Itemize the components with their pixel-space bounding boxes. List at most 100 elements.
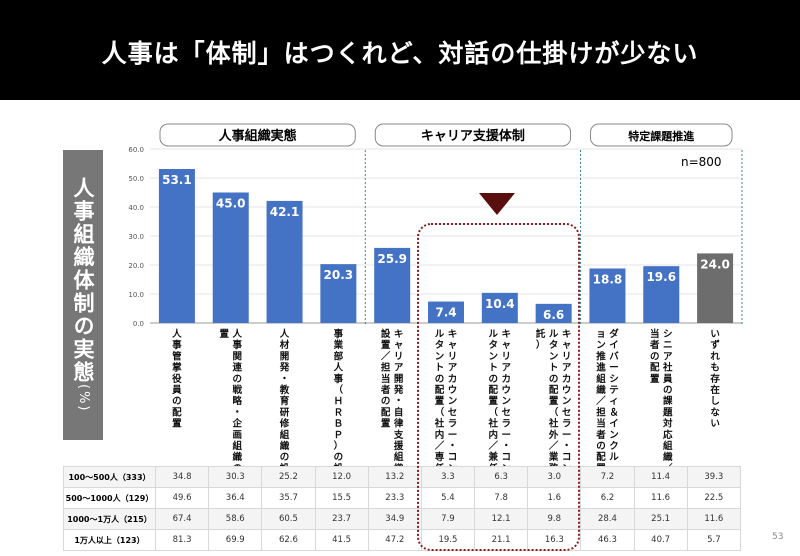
table-row: 100～500人（333） 34.8 30.3 25.2 12.0 13.2 3.3 6.3 3…	[63, 466, 742, 488]
table-cell: 67.4	[154, 508, 210, 530]
bar-chart: 0.0 10.0 20.0 30.0 40.0 50.0 60.0 人事組織実態 キャリア支援体…	[128, 123, 743, 466]
table-cell: 7.8	[474, 487, 529, 509]
bar	[481, 292, 518, 323]
bar	[320, 264, 357, 323]
category-label: ダイバーシティ＆インクルージョン推進組織／担当者の配置	[595, 328, 619, 466]
table-cell: 15.5	[314, 487, 369, 509]
table-cell: 41.5	[314, 529, 369, 551]
group-header-label: 人事組織実態	[219, 128, 297, 144]
table-row-label: 100～500人（333）	[63, 466, 156, 488]
bar-value-label: 24.0	[700, 257, 730, 271]
title-bar: 人事は「体制」はつくれど、対話の仕掛けが少ない	[0, 0, 800, 100]
table-cell: 28.4	[580, 508, 635, 530]
bar-value-label: 19.6	[646, 270, 676, 284]
bar-value-label: 18.8	[593, 272, 623, 286]
table-row-label: 1000～1万人（215）	[63, 508, 156, 530]
table-cell: 5.4	[420, 487, 476, 509]
sample-size-label: n=800	[681, 155, 722, 169]
bar-value-label: 6.6	[543, 308, 564, 322]
group-header-box	[159, 123, 356, 147]
table-cell: 47.2	[367, 529, 422, 551]
table-cell: 58.6	[208, 508, 263, 530]
category-label: キャリア開発・自律支援組織の設置／担当者の配置	[380, 328, 404, 466]
table-cell: 60.5	[261, 508, 316, 530]
table-cell: 3.3	[420, 466, 476, 488]
bar-value-label: 45.0	[216, 197, 246, 211]
table-cell: 12.1	[474, 508, 529, 530]
page-number: 53	[772, 532, 784, 542]
table-cell: 19.5	[420, 529, 476, 551]
category-label: シニア社員の課題対応組織／担当者の配置	[649, 328, 673, 466]
y-tick-label: 60.0	[128, 146, 144, 154]
group-header-label: 特定課題推進	[628, 129, 695, 143]
table-row-label: 1万人以上（123）	[63, 529, 156, 551]
side-label: 人事組織体制の実態(%)	[63, 150, 103, 440]
bar	[158, 169, 195, 323]
category-label: キャリアカウンセラー・コンサルタントの配置（社内／専任）	[434, 329, 458, 466]
y-tick-label: 30.0	[128, 233, 144, 241]
y-tick-label: 50.0	[128, 175, 144, 183]
table-cell: 1.6	[527, 487, 582, 509]
table-cell: 23.3	[367, 487, 422, 509]
table-cell: 6.2	[580, 487, 635, 509]
category-label: 人材開発・教育研修組織の設置	[279, 328, 290, 466]
bar	[643, 266, 680, 323]
table-cell: 39.3	[686, 466, 742, 488]
table-cell: 81.3	[154, 529, 210, 551]
bar	[374, 247, 411, 323]
table-cell: 16.3	[527, 529, 582, 551]
table-cell: 69.9	[208, 529, 263, 551]
bar-value-label: 25.9	[377, 252, 407, 266]
page-title: 人事は「体制」はつくれど、対話の仕掛けが少ない	[101, 39, 699, 68]
table-cell: 7.9	[420, 508, 476, 530]
bar-value-label: 10.4	[485, 297, 515, 311]
table-cell: 62.6	[261, 529, 316, 551]
table-cell: 12.0	[314, 466, 369, 488]
table-cell: 13.2	[367, 466, 422, 488]
category-label: 事業部人事（ＨＲＢＰ）の設置	[333, 328, 344, 466]
table-cell: 25.1	[633, 508, 688, 530]
bar	[266, 200, 303, 323]
table-row: 500～1000人（129） 49.6 36.4 35.7 15.5 23.3 5.4 7.8…	[63, 487, 742, 509]
table-cell: 6.3	[474, 466, 529, 488]
category-label: 人事管掌役員の配置	[171, 328, 182, 430]
y-tick-label: 0.0	[133, 320, 144, 328]
bar	[697, 253, 734, 323]
table-cell: 36.4	[208, 487, 263, 509]
group-header-label: キャリア支援体制	[421, 128, 525, 144]
table-cell: 21.1	[474, 529, 529, 551]
category-label: 人事関連の戦略・企画組織の設置	[219, 328, 242, 466]
table-cell: 22.5	[686, 487, 742, 509]
bar-value-label: 20.3	[324, 268, 354, 282]
table-cell: 9.8	[527, 508, 582, 530]
table-cell: 49.6	[154, 487, 210, 509]
table-cell: 30.3	[208, 466, 263, 488]
table-row-label: 500～1000人（129）	[63, 487, 156, 509]
highlight-arrow-icon	[479, 193, 515, 215]
table-row: 1000～1万人（215） 67.4 58.6 60.5 23.7 34.9 7.9 12.1…	[63, 508, 742, 530]
bar	[428, 301, 464, 323]
side-label-unit: (%)	[76, 384, 91, 413]
table-row: 1万人以上（123） 81.3 69.9 62.6 41.5 47.2 19.5 21.1 16…	[63, 529, 742, 551]
table-cell: 11.6	[633, 487, 688, 509]
category-label: キャリアカウンセラー・コンサルタントの配置（社外／業務委託）	[536, 328, 572, 466]
group-header-box	[590, 123, 733, 147]
table-cell: 23.7	[314, 508, 369, 530]
table-cell: 40.7	[633, 529, 688, 551]
table-cell: 7.2	[580, 466, 635, 488]
table-cell: 34.9	[367, 508, 422, 530]
bar-value-label: 42.1	[270, 205, 300, 219]
breakdown-table: 100～500人（333） 34.8 30.3 25.2 12.0 13.2 3.3 6.3 3…	[63, 466, 742, 551]
bar	[535, 303, 572, 323]
bar-value-label: 53.1	[162, 173, 192, 187]
table-cell: 5.7	[686, 529, 742, 551]
table-cell: 11.4	[633, 466, 688, 488]
bar	[589, 268, 626, 323]
y-tick-label: 40.0	[128, 204, 144, 212]
side-label-text: 人事組織体制の実態	[71, 177, 95, 385]
bar-value-label: 7.4	[435, 306, 456, 320]
y-tick-label: 10.0	[128, 291, 144, 299]
table-cell: 3.0	[527, 466, 582, 488]
category-label: キャリアカウンセラー・コンサルタントの配置（社内／兼任）	[488, 329, 512, 466]
table-cell: 25.2	[261, 466, 316, 488]
